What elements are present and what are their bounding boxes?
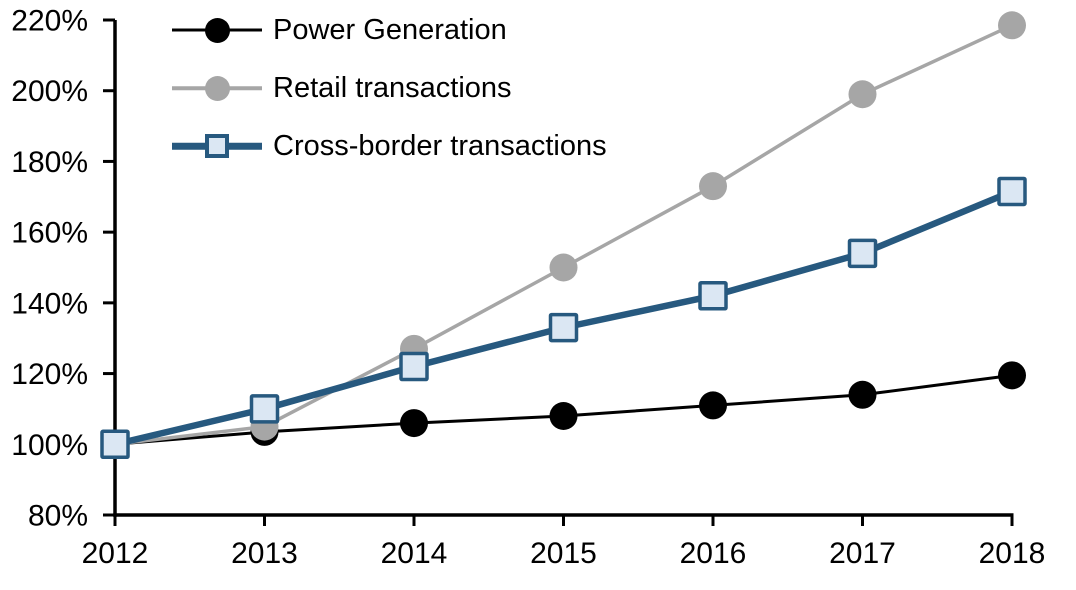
x-axis-label: 2016 (680, 537, 747, 570)
data-point-marker-2 (548, 312, 579, 343)
legend-item-retail-transactions: Retail transactions (172, 59, 607, 117)
data-point-marker-2 (249, 394, 280, 424)
x-axis-label: 2013 (231, 537, 298, 570)
legend-sample-retail-transactions (172, 74, 262, 102)
data-point-marker-2 (847, 238, 878, 269)
data-point-marker-0 (400, 409, 428, 438)
x-axis-label: 2014 (381, 537, 448, 570)
y-axis-label: 80% (28, 500, 88, 533)
data-point-marker-0 (998, 361, 1026, 390)
y-axis-label: 160% (11, 217, 88, 250)
data-point-marker-1 (549, 253, 578, 282)
circle-marker-icon (204, 17, 230, 43)
x-axis-label: 2015 (530, 537, 597, 570)
data-point-marker-1 (848, 80, 877, 109)
legend-label-cross-border-transactions: Cross-border transactions (273, 129, 607, 162)
y-axis-label: 100% (11, 429, 88, 462)
legend-sample-cross-border-transactions (172, 132, 262, 160)
data-point-marker-0 (848, 380, 877, 409)
data-point-marker-2 (997, 176, 1027, 207)
legend-item-power-generation: Power Generation (172, 1, 607, 59)
circle-marker-icon (204, 75, 230, 101)
legend-label-power-generation: Power Generation (273, 13, 507, 46)
y-axis-label: 120% (11, 358, 88, 391)
data-point-marker-2 (698, 281, 728, 311)
square-marker-icon (205, 134, 229, 158)
x-axis-label: 2018 (979, 537, 1046, 570)
data-point-marker-0 (699, 391, 727, 420)
data-point-marker-0 (549, 402, 578, 430)
data-point-marker-2 (100, 429, 130, 460)
data-point-marker-2 (399, 351, 429, 382)
data-point-marker-1 (699, 172, 727, 201)
legend-item-cross-border-transactions: Cross-border transactions (172, 117, 607, 175)
x-axis-label: 2017 (829, 537, 896, 570)
y-axis-label: 220% (11, 5, 88, 38)
x-axis-label: 2012 (82, 537, 149, 570)
data-point-marker-1 (998, 11, 1026, 40)
legend-label-retail-transactions: Retail transactions (273, 71, 512, 104)
legend: Power Generation Retail transactions Cro… (172, 1, 607, 175)
y-axis-label: 200% (11, 75, 88, 108)
y-axis-label: 180% (11, 146, 88, 179)
y-axis-label: 140% (11, 287, 88, 320)
legend-sample-power-generation (172, 16, 262, 44)
